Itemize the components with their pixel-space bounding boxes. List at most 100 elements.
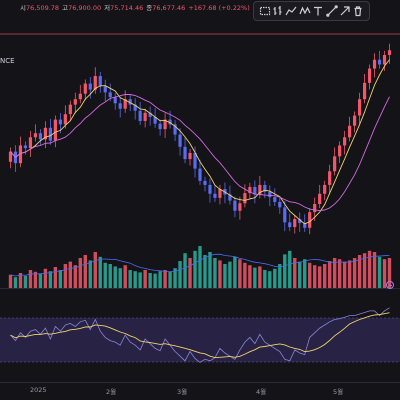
volume-bar: [203, 255, 207, 288]
trend-line-icon[interactable]: [325, 5, 338, 17]
candle-body: [48, 127, 52, 141]
x-axis-label-feb: 2월: [106, 388, 117, 396]
volume-bar: [223, 264, 227, 288]
candle-body: [203, 180, 207, 185]
bar-chart-icon[interactable]: [272, 5, 284, 17]
candle-body: [357, 99, 362, 116]
candle-body: [303, 223, 307, 228]
candle-body: [138, 110, 142, 121]
candle-body: [58, 119, 62, 125]
candle-body: [113, 97, 117, 104]
candle-body: [298, 218, 302, 224]
candle-body: [328, 171, 332, 185]
volume-bar: [243, 262, 247, 288]
volume-bar: [322, 264, 327, 288]
candle-body: [248, 186, 252, 194]
candle-body: [228, 194, 232, 201]
candle-body: [343, 137, 347, 146]
candle-body: [198, 168, 202, 181]
candle-body: [348, 125, 352, 138]
volume-bar: [337, 259, 342, 288]
volume-bar: [367, 250, 372, 288]
volume-bar: [138, 272, 142, 288]
candle-body: [382, 54, 387, 65]
volume-bar: [48, 271, 53, 288]
volume-bar: [208, 252, 212, 288]
delete-icon[interactable]: [352, 5, 364, 17]
ohlc-high: 고76,900.00: [62, 4, 102, 12]
candle-body: [98, 76, 102, 87]
volume-bar: [317, 266, 322, 288]
volume-bar: [298, 261, 302, 288]
volume-collapse-button[interactable]: [386, 281, 394, 289]
candle-body: [323, 184, 327, 194]
candle-body: [263, 184, 267, 192]
candle-body: [118, 103, 122, 109]
volume-bar: [98, 256, 102, 288]
volume-bar: [258, 266, 262, 288]
volume-bar: [308, 262, 312, 288]
volume-bar: [63, 264, 68, 288]
candle-body: [68, 104, 72, 115]
volume-bar: [128, 270, 132, 288]
volume-bar: [18, 273, 23, 288]
volume-bar: [193, 250, 197, 288]
ma-fast-line: [10, 59, 390, 225]
candle-body: [73, 99, 77, 105]
volume-bar: [118, 268, 122, 288]
volume-bar: [288, 250, 292, 288]
volume-bar: [352, 258, 357, 288]
volume-bar: [228, 261, 232, 288]
x-axis-label-may: 5월: [333, 388, 344, 396]
volume-bar: [327, 261, 332, 288]
volume-bar: [113, 266, 117, 288]
select-rectangle-icon[interactable]: [259, 5, 271, 17]
candle-body: [313, 203, 317, 213]
candle-body: [213, 193, 217, 198]
candle-body: [218, 189, 222, 198]
volume-bar: [303, 259, 307, 288]
candle-body: [387, 50, 392, 55]
line-chart-icon[interactable]: [285, 5, 297, 17]
candle-body: [108, 92, 112, 98]
candle-body: [153, 116, 157, 124]
volume-bar: [123, 265, 127, 288]
volume-bar: [387, 258, 392, 288]
indicator-band: [0, 318, 400, 362]
volume-bar: [158, 271, 162, 288]
volume-bar: [83, 255, 87, 288]
volume-bar: [218, 260, 222, 288]
candle-body: [53, 119, 57, 141]
ohlc-change: +167.68 (+0.22%): [188, 4, 250, 12]
candle-body: [63, 114, 67, 125]
candle-body: [158, 123, 162, 130]
volume-bar: [168, 271, 172, 288]
candle-body: [83, 83, 87, 94]
candle-body: [28, 137, 33, 149]
volume-bar: [178, 261, 182, 288]
volume-bar: [148, 273, 152, 288]
candle-body: [367, 68, 372, 83]
volume-bar: [283, 254, 287, 288]
text-icon[interactable]: [312, 5, 324, 17]
candle-body: [338, 145, 342, 157]
zigzag-icon[interactable]: [299, 5, 311, 17]
volume-bar: [382, 259, 387, 288]
volume-bar: [342, 261, 347, 288]
candle-body: [163, 119, 167, 130]
volume-bar: [58, 270, 63, 288]
volume-bar: [357, 255, 362, 288]
arrow-icon[interactable]: [339, 5, 351, 17]
volume-bar: [43, 268, 48, 288]
volume-bar: [313, 265, 317, 288]
candle-body: [238, 203, 242, 211]
candle-body: [103, 86, 107, 93]
volume-bar: [53, 267, 58, 288]
volume-bar: [33, 271, 38, 288]
volume-bar: [23, 276, 28, 288]
volume-bar: [278, 264, 282, 288]
symbol-label: NCE: [0, 57, 15, 65]
volume-bar: [332, 258, 337, 288]
candle-body: [133, 104, 137, 111]
